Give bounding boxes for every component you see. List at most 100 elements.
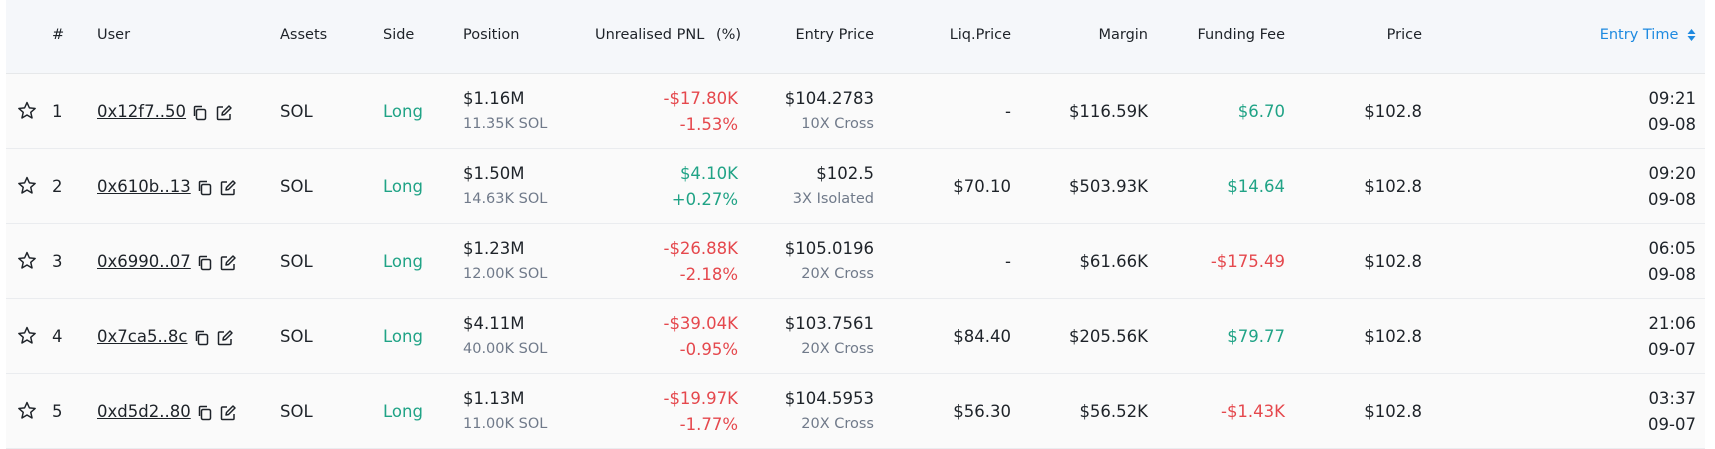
col-position: Position bbox=[463, 27, 520, 43]
table-row: 5 0xd5d2..80 SOL Long $1.13M 11.00K SOL … bbox=[6, 374, 1705, 449]
entry-date: 09-08 bbox=[1648, 190, 1696, 209]
star-icon[interactable] bbox=[16, 325, 38, 347]
pnl-percent: -1.77% bbox=[679, 415, 738, 434]
entry-time: 03:37 bbox=[1648, 389, 1696, 408]
copy-icon[interactable] bbox=[196, 254, 214, 272]
liq-price: $70.10 bbox=[953, 177, 1011, 196]
col-funding-fee: Funding Fee bbox=[1197, 27, 1285, 43]
asset: SOL bbox=[280, 327, 313, 346]
leverage-mode: 10X Cross bbox=[801, 116, 874, 132]
entry-price: $104.5953 bbox=[784, 389, 874, 408]
copy-icon[interactable] bbox=[196, 179, 214, 197]
unrealised-pnl: -$17.80K bbox=[663, 89, 738, 108]
user-address-link[interactable]: 0x610b..13 bbox=[97, 177, 191, 196]
entry-price: $104.2783 bbox=[784, 89, 874, 108]
position-value: $1.23M bbox=[463, 239, 525, 258]
entry-price: $103.7561 bbox=[784, 314, 874, 333]
unrealised-pnl: -$39.04K bbox=[663, 314, 738, 333]
unrealised-pnl: -$19.97K bbox=[663, 389, 738, 408]
entry-time: 09:20 bbox=[1648, 164, 1696, 183]
position-value: $4.11M bbox=[463, 314, 525, 333]
col-user: User bbox=[97, 27, 131, 43]
edit-icon[interactable] bbox=[219, 179, 237, 197]
position-size: 11.00K SOL bbox=[463, 416, 548, 432]
margin: $503.93K bbox=[1068, 177, 1148, 196]
unrealised-pnl: -$26.88K bbox=[663, 239, 738, 258]
col-assets: Assets bbox=[280, 27, 328, 43]
copy-icon[interactable] bbox=[191, 104, 209, 122]
table-row: 3 0x6990..07 SOL Long $1.23M 12.00K SOL … bbox=[6, 224, 1705, 299]
mark-price: $102.8 bbox=[1364, 102, 1422, 121]
entry-time: 06:05 bbox=[1648, 239, 1696, 258]
col-num: # bbox=[52, 27, 65, 43]
entry-date: 09-07 bbox=[1648, 340, 1696, 359]
star-icon[interactable] bbox=[16, 400, 38, 422]
user-cell: 0xd5d2..80 bbox=[97, 402, 237, 422]
funding-fee: $14.64 bbox=[1227, 177, 1285, 196]
pnl-percent: -2.18% bbox=[679, 265, 738, 284]
col-unrealised-pnl: Unrealised PNL bbox=[595, 27, 705, 43]
unrealised-pnl: $4.10K bbox=[679, 164, 738, 183]
user-address-link[interactable]: 0x6990..07 bbox=[97, 252, 191, 271]
table-row: 1 0x12f7..50 SOL Long $1.16M 11.35K SOL … bbox=[6, 74, 1705, 149]
col-entry-time-sort[interactable]: Entry Time bbox=[1600, 27, 1696, 43]
leverage-mode: 20X Cross bbox=[801, 266, 874, 282]
table-row: 4 0x7ca5..8c SOL Long $4.11M 40.00K SOL … bbox=[6, 299, 1705, 374]
row-number: 1 bbox=[52, 102, 63, 121]
position-size: 14.63K SOL bbox=[463, 191, 548, 207]
margin: $205.56K bbox=[1068, 327, 1148, 346]
row-number: 2 bbox=[52, 177, 63, 196]
margin: $61.66K bbox=[1079, 252, 1148, 271]
entry-date: 09-08 bbox=[1648, 115, 1696, 134]
entry-time: 09:21 bbox=[1648, 89, 1696, 108]
mark-price: $102.8 bbox=[1364, 327, 1422, 346]
position-size: 11.35K SOL bbox=[463, 116, 548, 132]
pnl-percent: -0.95% bbox=[679, 340, 738, 359]
position-value: $1.50M bbox=[463, 164, 525, 183]
funding-fee: $6.70 bbox=[1237, 102, 1285, 121]
mark-price: $102.8 bbox=[1364, 402, 1422, 421]
side: Long bbox=[383, 177, 423, 196]
mark-price: $102.8 bbox=[1364, 177, 1422, 196]
side: Long bbox=[383, 252, 423, 271]
edit-icon[interactable] bbox=[219, 404, 237, 422]
funding-fee: -$1.43K bbox=[1220, 402, 1285, 421]
side: Long bbox=[383, 102, 423, 121]
star-icon[interactable] bbox=[16, 100, 38, 122]
user-cell: 0x12f7..50 bbox=[97, 102, 233, 122]
user-address-link[interactable]: 0x12f7..50 bbox=[97, 102, 187, 121]
liq-price: $84.40 bbox=[953, 327, 1011, 346]
liq-price: - bbox=[1005, 102, 1011, 121]
copy-icon[interactable] bbox=[193, 329, 211, 347]
table-row: 2 0x610b..13 SOL Long $1.50M 14.63K SOL … bbox=[6, 149, 1705, 224]
asset: SOL bbox=[280, 177, 313, 196]
col-side: Side bbox=[383, 27, 415, 43]
position-size: 40.00K SOL bbox=[463, 341, 548, 357]
entry-price: $105.0196 bbox=[784, 239, 874, 258]
user-address-link[interactable]: 0x7ca5..8c bbox=[97, 327, 188, 346]
edit-icon[interactable] bbox=[216, 329, 234, 347]
col-liq-price: Liq.Price bbox=[949, 27, 1011, 43]
side: Long bbox=[383, 402, 423, 421]
col-entry-time: Entry Time bbox=[1599, 27, 1679, 43]
copy-icon[interactable] bbox=[196, 404, 214, 422]
col-price: Price bbox=[1386, 27, 1422, 43]
row-number: 4 bbox=[52, 327, 63, 346]
user-address-link[interactable]: 0xd5d2..80 bbox=[97, 402, 191, 421]
asset: SOL bbox=[280, 252, 313, 271]
entry-price: $102.5 bbox=[816, 164, 874, 183]
row-number: 5 bbox=[52, 402, 63, 421]
margin: $116.59K bbox=[1068, 102, 1148, 121]
position-value: $1.16M bbox=[463, 89, 525, 108]
positions-table: # User Assets Side Position Unrealised P… bbox=[6, 0, 1705, 449]
edit-icon[interactable] bbox=[219, 254, 237, 272]
mark-price: $102.8 bbox=[1364, 252, 1422, 271]
user-cell: 0x610b..13 bbox=[97, 177, 237, 197]
star-icon[interactable] bbox=[16, 175, 38, 197]
edit-icon[interactable] bbox=[215, 104, 233, 122]
row-number: 3 bbox=[52, 252, 63, 271]
position-size: 12.00K SOL bbox=[463, 266, 548, 282]
star-icon[interactable] bbox=[16, 250, 38, 272]
entry-date: 09-08 bbox=[1648, 265, 1696, 284]
margin: $56.52K bbox=[1079, 402, 1148, 421]
